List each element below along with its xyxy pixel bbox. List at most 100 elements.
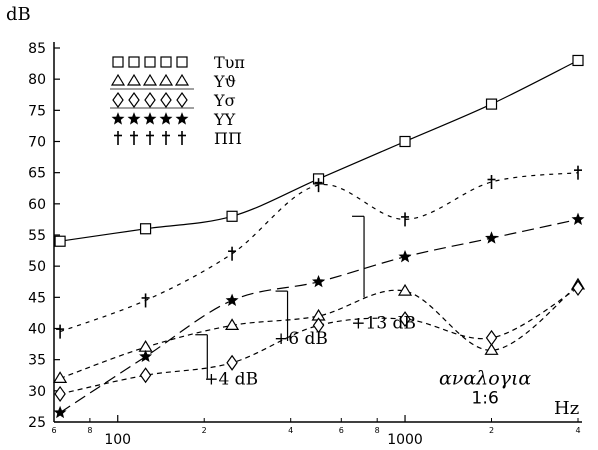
data-point xyxy=(574,165,582,180)
data-point xyxy=(484,343,499,355)
x-minor-tick-label: 4 xyxy=(575,426,580,435)
x-minor-tick-label: 6 xyxy=(51,426,56,435)
y-tick-label: 70 xyxy=(28,135,46,151)
x-tick-label: 100 xyxy=(104,432,131,448)
legend-entry: Τυπ xyxy=(112,53,245,72)
legend-label: Τυπ xyxy=(214,53,245,72)
data-point xyxy=(53,371,68,383)
level-bracket xyxy=(195,334,208,379)
x-minor-tick-label: 6 xyxy=(339,426,344,435)
legend-marker xyxy=(127,112,141,125)
data-point xyxy=(485,231,498,244)
legend-entry: ΠΠ xyxy=(114,129,242,148)
legend-label: Υϑ xyxy=(213,72,236,91)
y-axis-label: dB xyxy=(6,4,31,25)
data-point xyxy=(401,212,410,227)
data-point xyxy=(572,279,584,297)
y-tick-label: 40 xyxy=(28,322,46,338)
legend-marker xyxy=(174,73,190,86)
legend-marker xyxy=(128,91,140,109)
annotation: +4 dB xyxy=(204,370,258,390)
legend-marker xyxy=(158,73,174,86)
legend-marker xyxy=(146,131,154,145)
legend-marker xyxy=(178,131,186,145)
x-axis-label: Hz xyxy=(554,398,579,419)
data-point xyxy=(225,293,239,306)
data-point xyxy=(485,329,498,346)
legend-marker xyxy=(160,91,172,109)
data-point xyxy=(138,340,153,352)
x-minor-tick-label: 8 xyxy=(87,426,92,435)
legend-marker xyxy=(176,56,188,68)
legend-marker xyxy=(176,91,188,109)
y-tick-label: 55 xyxy=(28,228,46,244)
data-point xyxy=(226,210,238,222)
legend-label: ΥΥ xyxy=(213,110,236,129)
legend-marker xyxy=(144,56,156,68)
data-point xyxy=(225,318,240,330)
data-point xyxy=(56,324,65,339)
legend-marker xyxy=(112,91,124,109)
x-minor-tick-label: 2 xyxy=(489,426,494,435)
data-point xyxy=(139,223,152,235)
series-star xyxy=(53,212,585,419)
legend-marker xyxy=(142,73,158,86)
data-point xyxy=(54,235,66,247)
legend-marker xyxy=(162,131,170,145)
y-tick-label: 45 xyxy=(28,290,46,306)
data-point xyxy=(399,135,411,148)
data-point xyxy=(141,293,150,308)
data-point xyxy=(54,385,66,402)
x-tick-label: 1000 xyxy=(387,432,423,448)
axes: 25 30 35 40 45 50 55 60 65 70 75 80 85 100 1000 6 8 2 4 6 8 2… xyxy=(28,41,582,448)
data-point xyxy=(312,275,326,288)
legend-marker xyxy=(112,56,124,68)
data-point xyxy=(572,54,584,67)
legend-marker xyxy=(114,131,122,145)
legend-marker xyxy=(175,112,189,125)
series-line xyxy=(60,59,579,242)
level-bracket xyxy=(352,215,365,298)
data-point xyxy=(399,311,411,328)
y-tick-label: 50 xyxy=(28,259,46,275)
data-point xyxy=(226,354,238,371)
legend-marker xyxy=(143,112,157,125)
y-tick-label: 75 xyxy=(28,103,46,119)
series-layer xyxy=(53,54,586,419)
y-tick-label: 60 xyxy=(28,197,46,213)
legend-marker xyxy=(130,131,138,145)
data-point xyxy=(398,249,412,263)
legend-entry: Υσ xyxy=(110,91,236,110)
data-point xyxy=(228,246,237,261)
data-point xyxy=(139,367,152,384)
y-tick-label: 80 xyxy=(28,72,46,88)
legend-label: ΠΠ xyxy=(214,129,242,148)
level-bracket xyxy=(275,290,289,341)
legend-marker xyxy=(111,112,125,125)
y-tick-label: 65 xyxy=(28,166,46,182)
series-diamond xyxy=(54,279,584,402)
legend-marker xyxy=(160,56,172,68)
series-line xyxy=(59,172,579,333)
bracket-layer xyxy=(195,215,365,379)
legend-label: Υσ xyxy=(213,91,236,110)
data-point xyxy=(314,178,323,193)
series-dagger xyxy=(56,165,582,339)
data-point xyxy=(397,283,413,296)
y-tick-label: 30 xyxy=(28,384,46,400)
annotation: 1:6 xyxy=(471,388,498,408)
data-point xyxy=(485,98,498,110)
x-minor-tick-label: 4 xyxy=(288,426,293,435)
data-point xyxy=(571,212,585,225)
annotation: αναλογια xyxy=(439,368,531,390)
y-tick-label: 85 xyxy=(28,41,46,57)
y-tick-label: 25 xyxy=(28,415,46,431)
x-minor-tick-label: 2 xyxy=(202,426,207,435)
data-point xyxy=(139,349,153,363)
legend-marker xyxy=(128,56,140,68)
x-minor-tick-label: 8 xyxy=(375,426,380,435)
annotation: +13 dB xyxy=(351,314,416,334)
y-tick-label: 35 xyxy=(28,353,46,369)
